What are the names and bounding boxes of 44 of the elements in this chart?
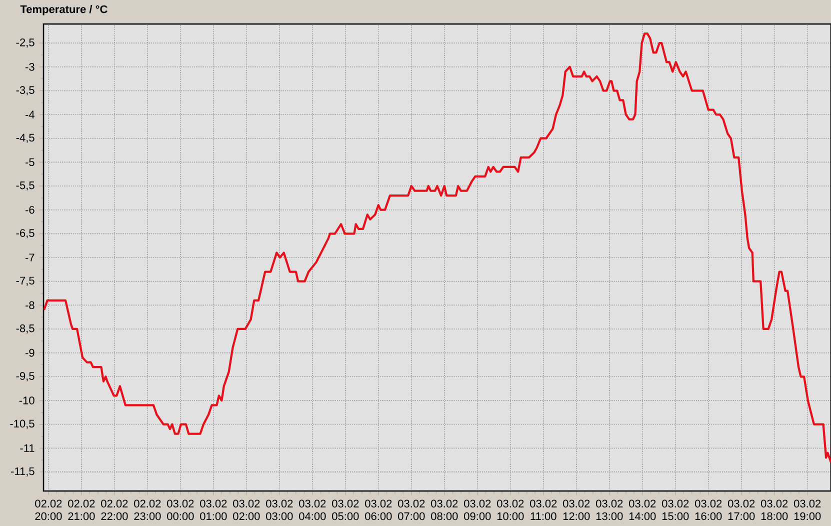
y-tick-label: -4 [25,110,34,118]
y-axis-title: Temperature / °C [20,5,108,16]
x-tick-label: 02.02 21:00 [68,500,95,520]
x-tick-label: 03.02 16:00 [695,500,722,520]
x-tick-label: 03.02 09:00 [464,500,491,520]
x-tick-label: 03.02 17:00 [728,500,755,520]
x-tick-label: 03.02 01:00 [200,500,227,520]
y-tick-label: -4,5 [16,134,34,143]
x-tick-label: 03.02 14:00 [629,500,656,520]
x-tick-label: 03.02 07:00 [398,500,425,520]
y-tick-label: -7 [25,254,34,262]
x-tick-label: 03.02 13:00 [596,500,623,520]
y-tick-label: -3,5 [16,86,34,96]
x-tick-label: 03.02 06:00 [365,500,392,520]
x-tick-label: 03.02 18:00 [760,500,788,520]
x-tick-label: 03.02 05:00 [332,500,359,520]
y-tick-label: -5,5 [16,182,34,191]
x-tick-label: 03.02 12:00 [563,500,590,520]
y-tick-label: -11,5 [10,467,34,476]
x-tick-label: 02.02 22:00 [101,500,128,520]
y-tick-label: -11 [20,444,34,452]
y-tick-label: -9 [25,348,34,357]
y-tick-label: -7,5 [16,276,34,286]
x-tick-label: 02.02 20:00 [35,500,62,520]
x-tick-label: 03.02 04:00 [299,500,326,520]
x-tick-label: 03.02 02:00 [233,500,260,520]
y-tick-label: -9,5 [16,372,34,382]
y-tick-label: -3 [25,62,34,71]
x-tick-label: 03.02 00:00 [167,500,194,520]
y-tick-label: -10 [19,396,34,404]
y-tick-label: -10,5 [10,420,34,429]
x-tick-label: 03.02 15:00 [662,500,689,520]
y-tick-label: -6,5 [16,229,34,238]
x-tick-label: 03.02 03:00 [266,500,293,520]
x-tick-label: 02.02 23:00 [134,500,161,520]
y-tick-label: -6 [25,206,34,214]
x-tick-label: 03.02 19:00 [794,500,821,520]
y-tick-label: -8,5 [16,324,34,334]
x-tick-label: 03.02 11:00 [530,500,557,520]
y-tick-label: -8 [25,301,34,310]
x-tick-label: 03.02 08:00 [431,500,458,520]
y-tick-label: -5 [25,158,34,166]
y-tick-label: -2,5 [16,38,34,48]
x-tick-label: 03.02 10:00 [497,500,524,520]
